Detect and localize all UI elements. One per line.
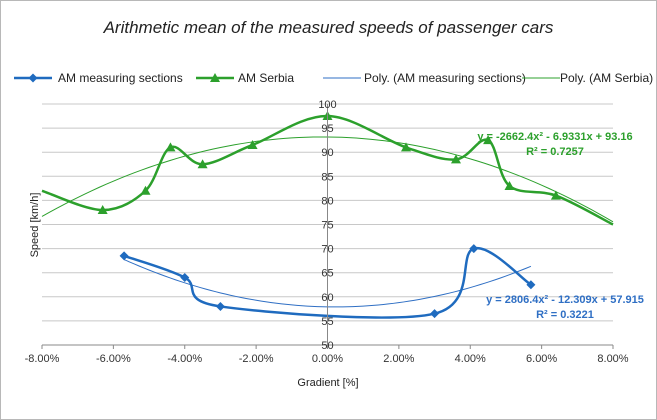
- x-tick-label: -4.00%: [167, 353, 202, 365]
- x-tick-label: 4.00%: [455, 353, 486, 365]
- data-point-triangle: [504, 180, 515, 190]
- trend-r2: R² = 0.7257: [526, 146, 584, 158]
- data-point-triangle: [210, 73, 220, 82]
- y-tick-label: 75: [321, 220, 333, 232]
- legend-label: AM Serbia: [238, 71, 294, 85]
- data-point-triangle: [450, 154, 461, 164]
- trend-equation: y = -2662.4x² - 6.9331x + 93.16: [477, 131, 632, 143]
- data-point-triangle: [550, 190, 561, 200]
- data-point-diamond: [526, 280, 536, 290]
- data-point-triangle: [247, 139, 258, 149]
- data-point-triangle: [401, 142, 412, 152]
- x-tick-label: 6.00%: [526, 353, 557, 365]
- legend: AM measuring sections AM Serbia Poly. (AM …: [14, 71, 653, 85]
- x-tick-label: -8.00%: [25, 353, 60, 365]
- x-tick-label: 0.00%: [312, 353, 343, 365]
- y-tick-label: 50: [321, 340, 333, 352]
- y-tick-label: 60: [321, 292, 333, 304]
- y-tick-label: 90: [321, 147, 333, 159]
- data-point-triangle: [483, 135, 494, 145]
- legend-label: AM measuring sections: [58, 71, 183, 85]
- data-point-diamond: [469, 244, 479, 254]
- legend-label: Poly. (AM measuring sections): [364, 71, 526, 85]
- y-tick-label: 95: [321, 123, 333, 135]
- data-point-triangle: [165, 142, 176, 152]
- legend-label: Poly. (AM Serbia): [560, 71, 653, 85]
- y-tick-label: 65: [321, 268, 333, 280]
- y-tick-label: 70: [321, 244, 333, 256]
- data-point-triangle: [97, 205, 108, 215]
- data-point-diamond: [180, 273, 190, 283]
- axes: [41, 104, 614, 349]
- x-tick-label: -2.00%: [239, 353, 274, 365]
- trend-equation: y = 2806.4x² - 12.309x + 57.915: [486, 294, 644, 306]
- x-axis-title: Gradient [%]: [297, 377, 358, 389]
- chart-title: Arithmetic mean of the measured speeds o…: [103, 18, 554, 37]
- data-point-diamond: [119, 251, 129, 261]
- trend-r2: R² = 0.3221: [536, 309, 594, 321]
- x-tick-label: 2.00%: [383, 353, 414, 365]
- y-tick-label: 80: [321, 195, 333, 207]
- data-point-diamond: [430, 309, 440, 319]
- x-tick-label: 8.00%: [597, 353, 628, 365]
- data-point-diamond: [28, 73, 38, 83]
- y-axis-title: Speed [km/h]: [29, 193, 41, 258]
- data-point-triangle: [140, 185, 151, 195]
- y-tick-label: 55: [321, 316, 333, 328]
- series-markers: [97, 111, 561, 319]
- y-tick-label: 100: [318, 99, 336, 111]
- tick-labels: 50 55 60 65 70 75 80 85 90 95 100 -8.00% -6.00% -4.00…: [25, 99, 629, 365]
- y-tick-label: 85: [321, 171, 333, 183]
- x-tick-label: -6.00%: [96, 353, 131, 365]
- trend-annotations: y = 2806.4x² - 12.309x + 57.915 R² = 0.32…: [477, 131, 644, 321]
- data-point-diamond: [215, 301, 225, 311]
- data-point-triangle: [197, 159, 208, 169]
